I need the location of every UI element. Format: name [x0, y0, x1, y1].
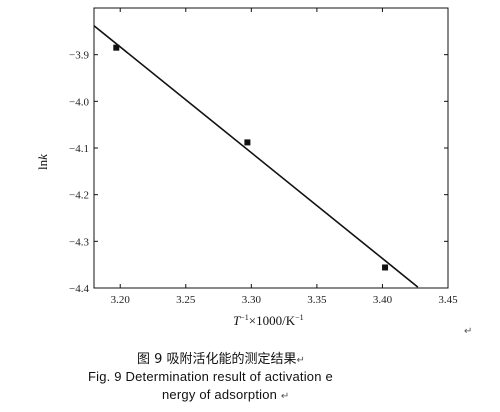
x-tick-label-5: 3.45: [438, 294, 458, 306]
x-tick-label-0: 3.20: [111, 294, 131, 306]
figure-caption-chinese: 图 9 吸附活化能的测定结果↵: [137, 352, 305, 367]
y-tick-label-0: −3.9: [69, 50, 89, 62]
plot-frame: [93, 7, 449, 289]
data-point-0: [113, 44, 120, 51]
x-tick-label-1: 3.25: [176, 294, 196, 306]
x-tick-label-2: 3.30: [242, 294, 262, 306]
return-mark-1: ↵: [464, 326, 473, 337]
fit-line-group: [93, 25, 419, 288]
fit-line: [93, 25, 419, 288]
figure-caption-english-line1: Fig. 9 Determination result of activatio…: [88, 369, 333, 384]
y-tick-label-4: −4.3: [69, 236, 89, 248]
y-tick-label-1: −4.0: [69, 96, 89, 108]
y-axis-label: lnk: [35, 154, 50, 170]
y-tick-label-2: −4.1: [69, 143, 89, 155]
figure-caption-english-line2: nergy of adsorption ↵: [162, 387, 290, 402]
axis-ticks: 3.20 3.25 3.30 3.35 3.40 3.45 −3.9 −4.0 −4.1 −4.2…: [69, 8, 458, 306]
data-points-group: [113, 44, 389, 271]
x-tick-label-3: 3.35: [307, 294, 327, 306]
x-axis-label: T−1×1000/K−1: [233, 313, 304, 328]
y-tick-label-3: −4.2: [69, 190, 89, 202]
data-point-2: [382, 264, 389, 271]
x-tick-label-4: 3.40: [373, 294, 393, 306]
data-point-1: [244, 139, 251, 146]
return-mark-2: ↵: [296, 355, 305, 366]
y-tick-label-5: −4.4: [69, 283, 89, 295]
return-mark-3: ↵: [280, 391, 290, 402]
